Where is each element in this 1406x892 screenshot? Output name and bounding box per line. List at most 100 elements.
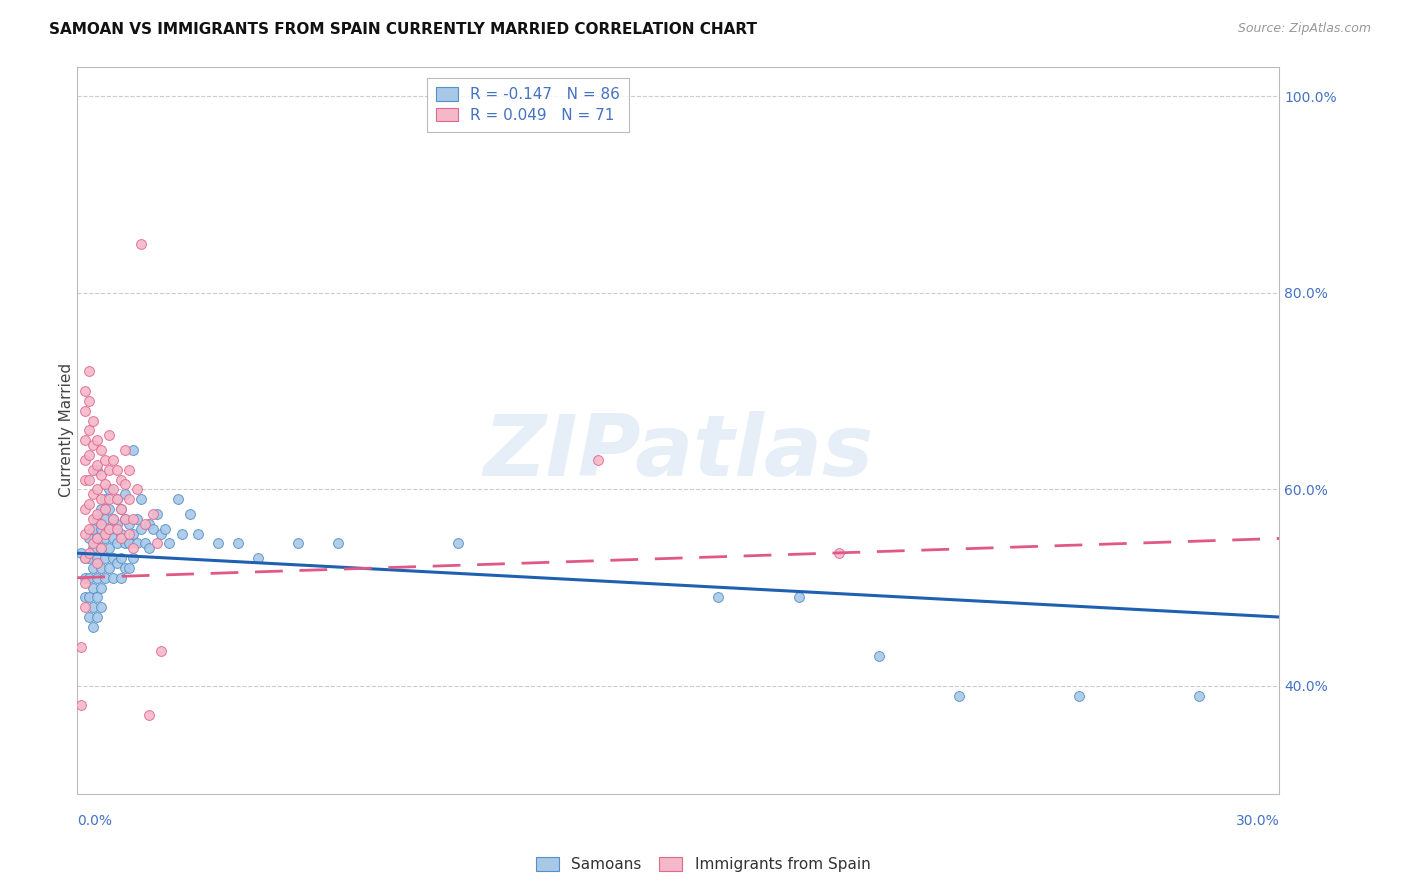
Point <box>82 512 104 526</box>
Y-axis label: Currently Married: Currently Married <box>59 363 73 498</box>
Point <box>138 516 160 531</box>
Point <box>134 516 156 531</box>
Point <box>98 522 121 536</box>
Point <box>127 536 149 550</box>
Point <box>114 487 136 501</box>
Point <box>90 581 112 595</box>
Point <box>75 551 97 566</box>
Point <box>107 492 129 507</box>
Point <box>82 561 104 575</box>
Point <box>134 536 156 550</box>
Point <box>868 649 890 664</box>
Point <box>110 551 132 566</box>
Point <box>86 434 108 448</box>
Point <box>90 516 112 531</box>
Point <box>86 532 108 546</box>
Point <box>103 483 125 497</box>
Point <box>179 507 201 521</box>
Point <box>79 448 101 462</box>
Point <box>98 463 121 477</box>
Point <box>107 522 129 536</box>
Point <box>114 512 136 526</box>
Point <box>90 443 112 458</box>
Point <box>246 551 269 566</box>
Point <box>103 453 125 467</box>
Point <box>207 536 229 550</box>
Point <box>118 463 141 477</box>
Point <box>98 541 121 556</box>
Point <box>94 571 117 585</box>
Point <box>707 591 730 605</box>
Point <box>86 532 108 546</box>
Point <box>114 477 136 491</box>
Point <box>82 487 104 501</box>
Point <box>103 571 125 585</box>
Point <box>75 526 97 541</box>
Point <box>79 393 101 408</box>
Point <box>94 453 117 467</box>
Point <box>110 571 132 585</box>
Point <box>86 507 108 521</box>
Point <box>118 526 141 541</box>
Point <box>142 522 165 536</box>
Point <box>79 424 101 438</box>
Point <box>110 502 132 516</box>
Point <box>79 497 101 511</box>
Point <box>82 463 104 477</box>
Point <box>103 512 125 526</box>
Point <box>75 575 97 590</box>
Point <box>79 522 101 536</box>
Point <box>86 551 108 566</box>
Point <box>86 571 108 585</box>
Point <box>79 551 101 566</box>
Point <box>118 536 141 550</box>
Point <box>787 591 810 605</box>
Point <box>86 512 108 526</box>
Point <box>70 546 93 560</box>
Point <box>107 463 129 477</box>
Point <box>142 507 165 521</box>
Point <box>226 536 249 550</box>
Point <box>98 492 121 507</box>
Point <box>166 492 188 507</box>
Point <box>94 512 117 526</box>
Point <box>150 526 173 541</box>
Point <box>122 512 145 526</box>
Point <box>82 620 104 634</box>
Point <box>70 698 93 713</box>
Point <box>138 541 160 556</box>
Text: SAMOAN VS IMMIGRANTS FROM SPAIN CURRENTLY MARRIED CORRELATION CHART: SAMOAN VS IMMIGRANTS FROM SPAIN CURRENTL… <box>49 22 758 37</box>
Point <box>138 708 160 723</box>
Point <box>150 644 173 658</box>
Point <box>86 458 108 472</box>
Point <box>118 492 141 507</box>
Point <box>588 453 610 467</box>
Point <box>122 443 145 458</box>
Text: 30.0%: 30.0% <box>1236 814 1279 828</box>
Point <box>103 551 125 566</box>
Point <box>98 428 121 442</box>
Point <box>90 492 112 507</box>
Point <box>75 453 97 467</box>
Point <box>82 600 104 615</box>
Point <box>75 384 97 398</box>
Point <box>75 473 97 487</box>
Point <box>86 483 108 497</box>
Point <box>107 536 129 550</box>
Point <box>114 512 136 526</box>
Point <box>118 516 141 531</box>
Point <box>75 434 97 448</box>
Point <box>82 438 104 452</box>
Point <box>75 403 97 417</box>
Point <box>79 364 101 378</box>
Point <box>103 512 125 526</box>
Text: ZIPatlas: ZIPatlas <box>484 410 873 493</box>
Text: Source: ZipAtlas.com: Source: ZipAtlas.com <box>1237 22 1371 36</box>
Point <box>131 522 153 536</box>
Point <box>98 561 121 575</box>
Point <box>107 516 129 531</box>
Point <box>122 526 145 541</box>
Legend: R = -0.147   N = 86, R = 0.049   N = 71: R = -0.147 N = 86, R = 0.049 N = 71 <box>427 78 628 132</box>
Point <box>79 591 101 605</box>
Point <box>146 536 169 550</box>
